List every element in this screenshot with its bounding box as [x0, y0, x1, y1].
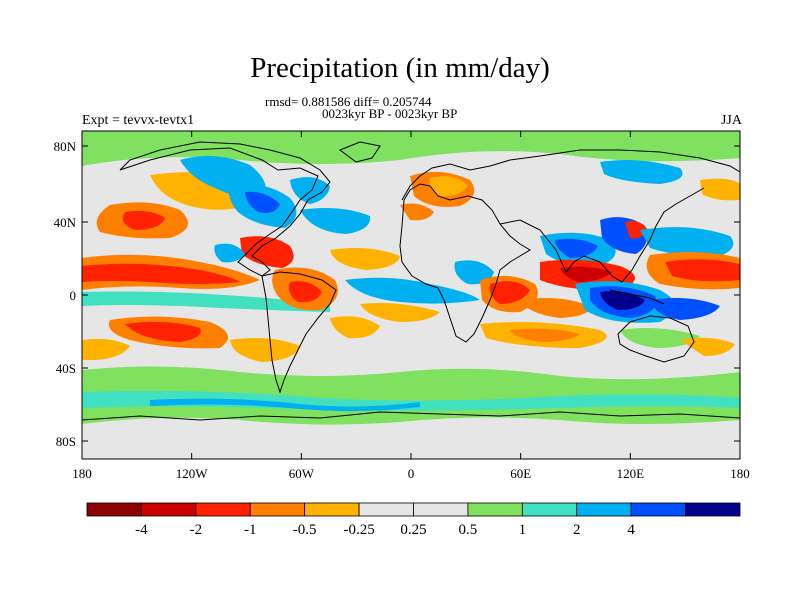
labrador-blue-patch — [290, 177, 330, 204]
europe-weak-negative — [429, 176, 468, 197]
period-line: 0023kyr BP - 0023kyr BP — [322, 106, 458, 121]
east-africa-strong-negative — [489, 281, 530, 304]
south-atlantic-weak-negative — [360, 303, 440, 322]
colorbar-box — [141, 502, 197, 517]
x-tick-label: 180 — [730, 466, 750, 481]
x-tick-label: 120E — [617, 466, 645, 481]
siberia-blue-patch — [600, 160, 683, 184]
colorbar-box — [521, 502, 578, 517]
colorbar-box — [685, 502, 741, 517]
season-label: JJA — [720, 113, 742, 128]
colorbar-box — [630, 502, 686, 517]
colorbar-label: 4 — [627, 522, 635, 538]
colorbar: -4 -2 -1 -0.5 -0.25 0.25 0.5 1 2 4 — [86, 502, 741, 538]
india-dark-blue — [555, 238, 598, 258]
caribbean-negative-patch — [240, 236, 294, 268]
colorbar-label: -0.5 — [293, 522, 317, 538]
west-africa-blue-patch — [454, 260, 494, 285]
australia-coast — [617, 315, 695, 363]
y-tick-label: 80N — [54, 139, 77, 154]
south-indian-negative-patch — [510, 328, 580, 342]
experiment-label: Expt = tevvx-tevtx1 — [82, 113, 195, 128]
colorbar-box — [304, 502, 360, 517]
south-america-coast — [261, 271, 337, 394]
axis-ticks: 180 120W 60W 0 60E 120E 180 80N 40N 0 40S 80S — [54, 131, 750, 481]
colorbar-label: -0.25 — [343, 522, 374, 538]
colorbar-box — [467, 502, 523, 517]
africa-coast — [399, 183, 531, 343]
north-america-dark-blue — [245, 191, 280, 213]
australia-positive-patch — [620, 328, 700, 348]
stats-line: rmsd= 0.881586 diff= 0.205744 — [265, 94, 432, 109]
colorbar-label: -4 — [135, 522, 148, 538]
colorbar-label: 0.5 — [459, 522, 478, 538]
eurasia-north-coast — [401, 149, 740, 201]
y-tick-label: 40N — [54, 215, 77, 230]
colorbar-label: -1 — [244, 522, 257, 538]
south-pacific-weak-negative — [82, 338, 130, 360]
colorbar-box — [249, 502, 306, 517]
colorbar-label: 0.25 — [400, 522, 426, 538]
colorbar-box — [413, 502, 469, 517]
x-tick-label: 60W — [289, 466, 315, 481]
colorbar-label: -2 — [190, 522, 203, 538]
x-tick-label: 180 — [72, 466, 92, 481]
bay-of-bengal-strong-negative — [560, 266, 612, 282]
antarctica-coast — [82, 411, 740, 421]
southeast-pacific-weak-negative — [230, 338, 300, 362]
amazon-strong-negative — [289, 281, 322, 303]
south-asia-coast — [499, 187, 705, 283]
equatorial-atlantic-blue-band — [345, 277, 480, 304]
x-tick-label: 120W — [176, 466, 209, 481]
mexico-blue-patch — [214, 243, 245, 263]
colorbar-box — [576, 502, 632, 517]
y-tick-label: 80S — [56, 434, 76, 449]
colorbar-box — [195, 502, 251, 517]
greenland-coast — [338, 141, 381, 163]
colorbar-label: 2 — [573, 522, 581, 538]
southern-ocean-cyan-band — [82, 390, 740, 411]
y-tick-label: 0 — [70, 288, 77, 303]
colorbar-box — [86, 502, 142, 517]
tropical-pacific-strong-negative — [82, 263, 240, 284]
southern-ocean-blue-streak — [150, 398, 420, 412]
x-tick-label: 0 — [408, 466, 415, 481]
anomaly-field — [82, 131, 740, 425]
bering-weak-negative — [700, 178, 740, 201]
south-pacific-strong-negative — [125, 321, 201, 342]
mediterranean-negative-patch — [400, 203, 434, 221]
north-atlantic-blue-patch — [300, 208, 371, 234]
northwest-pacific-blue-patch — [640, 227, 734, 257]
map-title: Precipitation (in mm/day) — [250, 52, 550, 84]
colorbar-label: 1 — [519, 522, 527, 538]
indonesia-coast — [609, 289, 665, 305]
x-tick-label: 60E — [510, 466, 531, 481]
north-pacific-strong-negative — [122, 210, 165, 230]
y-tick-label: 40S — [56, 361, 76, 376]
west-pacific-dark-blue — [650, 298, 720, 320]
maritime-continent-darkest-blue — [600, 291, 645, 310]
southern-ocean-positive-band — [82, 366, 740, 425]
south-atlantic-negative-patch — [330, 316, 380, 339]
colorbar-box — [358, 502, 414, 517]
coastlines — [82, 141, 740, 421]
indian-ocean-negative-patch — [520, 298, 591, 318]
tropical-pacific-cyan-band — [82, 291, 330, 312]
north-america-coast — [119, 141, 331, 277]
arctic-positive-band — [82, 131, 740, 166]
tropical-atlantic-weak-negative — [330, 248, 400, 270]
northwest-pacific-strong-negative — [665, 259, 740, 282]
